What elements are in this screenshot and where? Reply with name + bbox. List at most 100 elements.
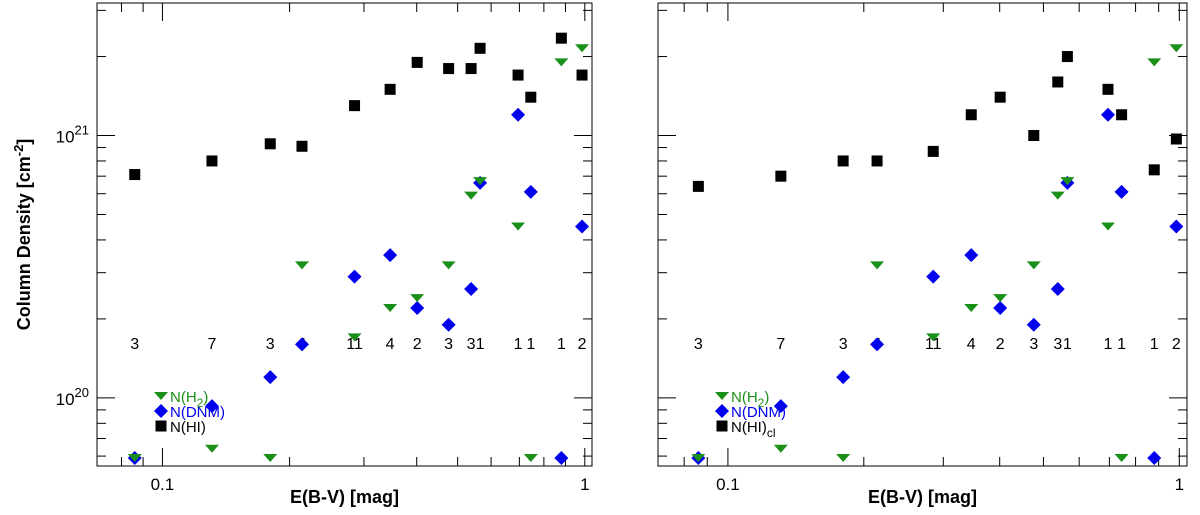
text-part: N(H: [731, 389, 758, 406]
data-point: [773, 399, 788, 414]
data-point: [204, 444, 219, 453]
data-point: [1148, 164, 1160, 176]
data-point: [263, 370, 278, 385]
data-point: [294, 261, 309, 270]
data-point: [263, 454, 278, 463]
data-point: [523, 184, 538, 199]
data-point: [464, 191, 479, 200]
bin-count-label: 1: [557, 336, 566, 353]
legend-marker: [155, 420, 167, 432]
text-part: 10: [56, 390, 75, 409]
data-point: [523, 454, 538, 463]
data-point: [1102, 83, 1114, 95]
data-point: [347, 333, 362, 342]
data-point: [1050, 282, 1065, 297]
series-n-hi-: [129, 32, 588, 181]
data-point: [1026, 261, 1041, 270]
data-point: [410, 294, 425, 303]
data-point: [554, 451, 569, 465]
data-point: [1147, 58, 1162, 67]
data-point: [927, 145, 939, 157]
plot-area: [691, 44, 1184, 465]
data-point: [775, 170, 787, 182]
y-tick-label: 1021: [56, 123, 89, 147]
text-part: 10: [56, 128, 75, 147]
plot-frame: [657, 2, 1188, 467]
chart-panel-2: 0.11E(B-V) [mag]373411423311112N(H2)N(DN…: [657, 2, 1188, 507]
x-axis-label: E(B-V) [mag]: [868, 487, 977, 507]
bin-count-label: 1: [1117, 336, 1126, 353]
data-point: [349, 100, 361, 112]
legend: N(H2)N(DNM)N(HI)cl: [715, 389, 786, 440]
data-point: [575, 44, 590, 53]
series-n-hi-cl: [692, 51, 1182, 192]
data-point: [1169, 219, 1184, 234]
bin-count-label: 3: [694, 336, 703, 353]
bin-count-label: 1: [476, 336, 485, 353]
data-point: [441, 261, 456, 270]
bin-count-label: 3: [266, 336, 275, 353]
bin-count-label: 3: [444, 336, 453, 353]
data-point: [511, 107, 526, 122]
data-point: [994, 91, 1006, 103]
data-point: [204, 399, 219, 414]
bin-count-label: 3: [1029, 336, 1038, 353]
bin-count-label: 7: [776, 336, 785, 353]
series-n-h2-: [127, 44, 590, 463]
data-point: [410, 301, 425, 316]
x-axis-label: E(B-V) [mag]: [290, 487, 399, 507]
text-part: 2: [197, 396, 204, 410]
data-point: [473, 177, 488, 186]
text-part: Column Density [cm: [14, 156, 34, 330]
text-part: N(H: [170, 389, 197, 406]
data-point: [206, 155, 218, 167]
bin-count-label: 1: [1063, 336, 1072, 353]
legend-label: N(HI): [170, 419, 206, 436]
data-point: [965, 109, 977, 121]
bin-count-label: 4: [386, 336, 395, 353]
bin-count-label: 11: [925, 336, 942, 353]
data-point: [773, 444, 788, 453]
bin-count-label: 3: [839, 336, 848, 353]
data-point: [837, 155, 849, 167]
legend-label: N(DNM): [731, 404, 786, 421]
y-tick-label: 1020: [56, 385, 89, 409]
data-point: [464, 282, 479, 297]
data-point: [576, 69, 588, 81]
data-point: [465, 63, 477, 75]
data-point: [1114, 454, 1129, 463]
text-part: -2: [11, 145, 26, 157]
data-point: [554, 58, 569, 67]
data-point: [512, 69, 524, 81]
data-point: [294, 337, 309, 352]
text-part: ): [203, 389, 208, 406]
data-point: [1100, 107, 1115, 122]
data-point: [1100, 222, 1115, 231]
data-point: [926, 269, 941, 284]
legend-marker: [715, 404, 729, 418]
plot-area: [127, 32, 590, 465]
data-point: [926, 333, 941, 342]
bin-count-label: 3: [467, 336, 476, 353]
bin-count-label: 2: [578, 336, 587, 353]
text-part: N(DNM): [731, 404, 786, 421]
data-point: [870, 261, 885, 270]
text-part: ]: [14, 139, 34, 145]
data-point: [993, 294, 1008, 303]
data-point: [1147, 451, 1162, 465]
data-point: [296, 140, 308, 152]
x-tick-label: 1: [1175, 475, 1184, 494]
legend-label: N(HI)cl: [731, 419, 776, 440]
x-tick-label: 0.1: [151, 475, 175, 494]
data-point: [1026, 317, 1041, 332]
data-point: [1170, 133, 1182, 145]
data-point: [1028, 130, 1040, 142]
bin-count-label: 3: [130, 336, 139, 353]
data-point: [692, 180, 704, 192]
text-part: 2: [758, 396, 765, 410]
y-axis-label: Column Density [cm-2]: [11, 139, 34, 331]
data-point: [993, 301, 1008, 316]
data-point: [383, 304, 398, 313]
